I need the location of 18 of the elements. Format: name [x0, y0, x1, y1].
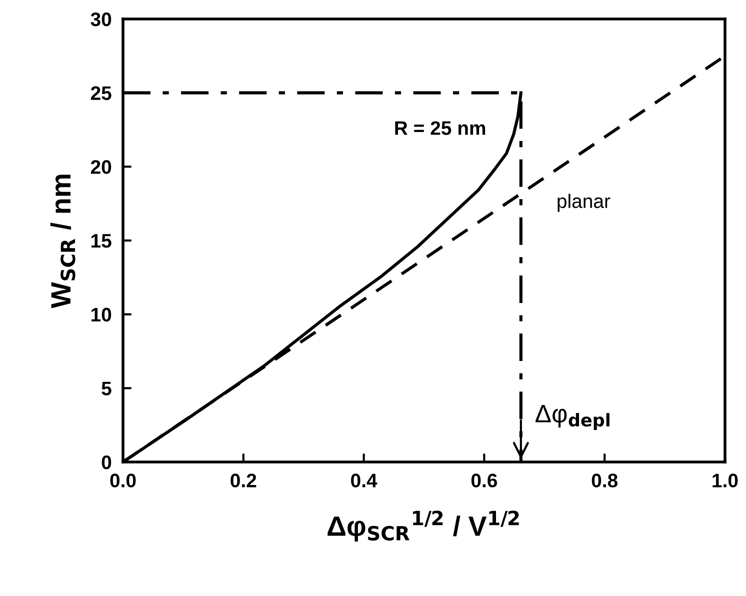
y-tick-label: 0 [102, 455, 112, 470]
annotation: planar [558, 194, 610, 212]
x-tick-label: 0.4 [351, 474, 378, 488]
y-tick-label: 15 [91, 234, 112, 248]
y-tick-label: 20 [90, 160, 112, 174]
annotation: Δφ$_{depl}$ [536, 405, 610, 430]
x-tick-label: 0.8 [592, 474, 618, 488]
y-tick-label: 25 [90, 86, 112, 100]
y-tick-label: 5 [102, 382, 112, 396]
x-tick-label: 0.6 [471, 474, 498, 488]
y-tick-label: 10 [91, 308, 112, 322]
y-axis-title: W$_{SCR}$ / nm [50, 174, 76, 308]
y-tick-label: 30 [90, 12, 112, 26]
x-tick-label: 0.0 [110, 474, 136, 488]
x-tick-label: 0.2 [230, 474, 256, 488]
x-axis-title: Δφ$_{SCR}$$^{1/2}$ / V$^{1/2}$ [328, 510, 519, 542]
x-tick-label: 1.0 [712, 474, 738, 488]
annotation: R = 25 nm [395, 121, 486, 135]
